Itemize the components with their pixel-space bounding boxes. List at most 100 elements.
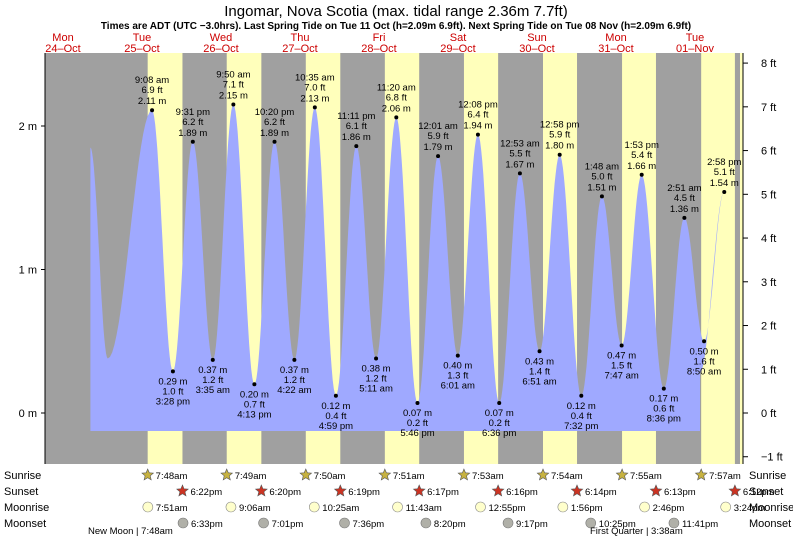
- moonset-time: 7:01pm: [272, 519, 304, 530]
- tide-point: [722, 190, 727, 195]
- right-tick-label: 3 ft: [761, 277, 776, 289]
- tide-label: 2.13 m: [300, 93, 329, 104]
- sunset-time: 6:13pm: [664, 487, 696, 498]
- moonset-icon: [668, 517, 680, 529]
- tide-label: 0.37 m: [280, 365, 309, 376]
- sunset-time: 6:19pm: [348, 487, 380, 498]
- tide-label: 5.5 ft: [509, 148, 530, 159]
- sunset-icon: [491, 484, 505, 497]
- moonset-icon: [339, 517, 350, 529]
- tide-point: [537, 349, 542, 354]
- sunrise-icon: [141, 468, 155, 481]
- moonrise-icon: [142, 501, 154, 513]
- tide-label: 0.40 m: [443, 361, 472, 372]
- right-axis-ft: −1 ft 0 ft 1 ft 2 ft 3 ft 4 ft 5 ft 6 ft 7 ft 8 f…: [740, 53, 783, 464]
- tide-label: 6.2 ft: [182, 117, 203, 128]
- day-name: Sun: [527, 32, 547, 44]
- day-date: 29–Oct: [440, 43, 475, 55]
- tide-label: 7:47 am: [604, 371, 638, 382]
- moonset-time: 10:25pm: [599, 519, 636, 530]
- tide-label: 1.0 ft: [162, 386, 183, 397]
- tide-label: 12:01 am: [418, 121, 458, 132]
- tide-label: 5.1 ft: [714, 167, 735, 178]
- left-tick-label: 2 m: [19, 121, 37, 133]
- astro-rows: Sunrise Sunrise Sunset Sunset Moonrise Moonri…: [4, 468, 793, 537]
- tide-label: 6.1 ft: [346, 121, 367, 132]
- tide-label: 0.7 ft: [244, 399, 265, 410]
- tide-label: 1.86 m: [342, 132, 371, 143]
- moonrise-icon: [557, 501, 569, 513]
- sunset-row-label-right: Sunset: [749, 486, 783, 498]
- tide-label: 6:51 am: [522, 376, 556, 387]
- sunrise-time: 7:54am: [551, 471, 583, 482]
- tide-label: 2:51 am: [667, 183, 701, 194]
- tide-label: 7.1 ft: [223, 79, 244, 90]
- tide-label: 1.4 ft: [529, 366, 550, 377]
- tide-point: [252, 382, 257, 387]
- moonset-icon: [585, 517, 597, 529]
- sunset-time: 6:16pm: [506, 487, 538, 498]
- sunset-row-label: Sunset: [4, 486, 38, 498]
- tide-label: 1.67 m: [505, 159, 534, 170]
- right-tick-label: 1 ft: [761, 364, 776, 376]
- tide-point: [682, 215, 687, 220]
- moonset-icon: [177, 517, 189, 529]
- tide-label: 3:28 pm: [156, 396, 190, 407]
- tide-point: [333, 393, 338, 398]
- moonset-row-label-right: Moonset: [749, 518, 791, 530]
- tide-curve: [90, 104, 725, 431]
- moonset-time: 9:17pm: [516, 519, 548, 530]
- tide-label: 6.2 ft: [264, 117, 285, 128]
- tide-label: 9:31 pm: [176, 107, 210, 118]
- tide-label: 6:01 am: [441, 381, 475, 392]
- day-date: 01–Nov: [676, 43, 714, 55]
- sunset-icon: [412, 484, 426, 497]
- tide-label: 3:35 am: [196, 385, 230, 396]
- left-axis-m: 0 m 1 m 2 m: [19, 53, 46, 464]
- sunrise-time: 7:55am: [630, 471, 662, 482]
- sunset-time: 6:22pm: [190, 487, 222, 498]
- day-name: Mon: [52, 32, 73, 44]
- sunset-icon: [649, 484, 663, 497]
- tide-label: 1.79 m: [424, 142, 453, 153]
- day-name: Fri: [373, 32, 386, 44]
- tide-label: 5.9 ft: [549, 130, 570, 141]
- tide-label: 0.17 m: [649, 394, 678, 405]
- sunrise-icon: [378, 468, 392, 481]
- tide-label: 10:35 am: [295, 72, 335, 83]
- tide-label: 1.66 m: [627, 161, 656, 172]
- sunrise-time: 7:50am: [314, 471, 346, 482]
- tide-label: 5:46 pm: [400, 428, 434, 439]
- moonrise-time: 1:56pm: [571, 503, 603, 514]
- tide-label: 0.07 m: [485, 408, 514, 419]
- tide-label: 6.8 ft: [386, 92, 407, 103]
- tide-label: 2.11 m: [138, 96, 166, 107]
- tide-extremes: 9:08 am6.9 ft2.11 m 0.29 m1.0 ft3:28 pm 9:…: [135, 69, 742, 438]
- moonrise-row-label-right: Moonrise: [749, 502, 793, 514]
- day-name: Tue: [133, 32, 152, 44]
- tide-point: [292, 357, 297, 362]
- sunrise-row-label: Sunrise: [4, 470, 41, 482]
- sunrise-time: 7:48am: [156, 471, 188, 482]
- tide-label: 2.15 m: [219, 90, 248, 101]
- moonset-time: 6:33pm: [191, 519, 223, 530]
- tide-point: [639, 172, 644, 177]
- tide-label: 0.2 ft: [407, 418, 428, 429]
- tide-label: 0.12 m: [567, 401, 596, 412]
- tide-point: [436, 154, 441, 159]
- sunset-icon: [333, 484, 347, 497]
- right-tick-label: 4 ft: [761, 233, 776, 245]
- moonrise-time: 10:25am: [322, 503, 359, 514]
- day-date: 24–Oct: [45, 43, 80, 55]
- tide-label: 0.20 m: [240, 389, 269, 400]
- moonrise-time: 2:46pm: [653, 503, 685, 514]
- day-name: Thu: [291, 32, 310, 44]
- tide-label: 8:36 pm: [647, 414, 681, 425]
- right-tick-label: 8 ft: [761, 58, 776, 70]
- day-date: 26–Oct: [203, 43, 238, 55]
- right-tick-label: 2 ft: [761, 321, 776, 333]
- day-band: [701, 53, 735, 464]
- tide-label: 1.36 m: [670, 204, 699, 215]
- tide-point: [702, 339, 707, 344]
- sunrise-icon: [694, 468, 708, 481]
